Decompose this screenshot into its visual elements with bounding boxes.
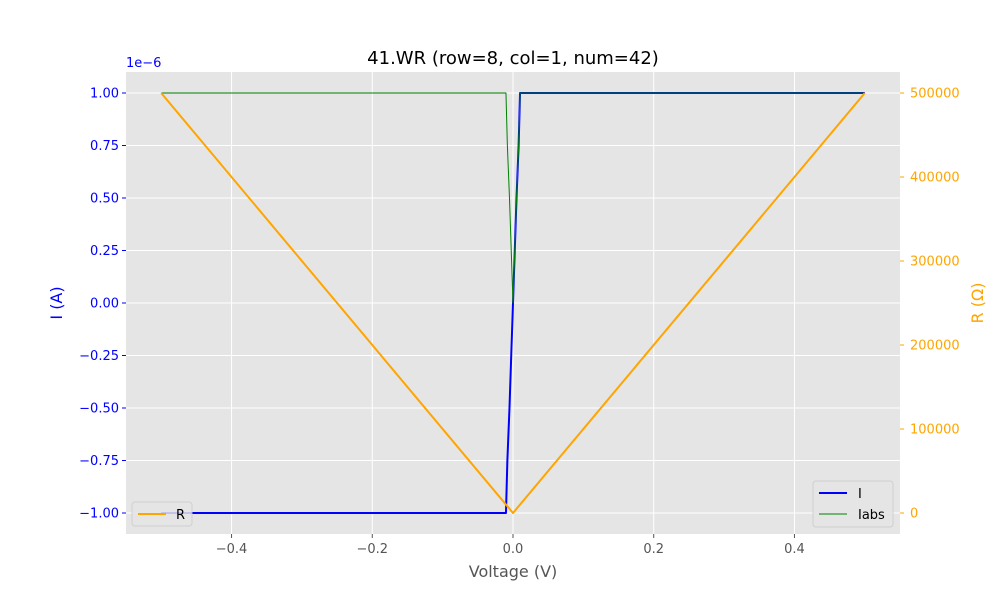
x-tick-label: 0.0 [503, 542, 524, 557]
left-tick-label: −1.00 [79, 507, 119, 522]
left-axis-label: I (A) [47, 286, 66, 319]
left-tick-label: 1.00 [90, 87, 119, 102]
legend-label-r: R [176, 508, 185, 523]
left-tick-label: −0.25 [79, 349, 119, 364]
x-tick-label: 0.4 [784, 542, 805, 557]
left-tick-label: 0.00 [90, 297, 119, 312]
x-tick-label: −0.4 [216, 542, 248, 557]
right-tick-label: 400000 [910, 171, 960, 186]
right-axis-label: R (Ω) [968, 283, 987, 324]
right-tick-label: 100000 [910, 423, 960, 438]
x-axis-ticks: −0.4 −0.2 0.0 0.2 0.4 [216, 534, 805, 557]
left-tick-label: −0.50 [79, 402, 119, 417]
right-tick-label: 0 [910, 507, 918, 522]
left-tick-label: 0.50 [90, 192, 119, 207]
series-line-r [160, 92, 866, 514]
right-tick-label: 500000 [910, 87, 960, 102]
chart-title: 41.WR (row=8, col=1, num=42) [367, 48, 659, 69]
data-series [160, 92, 866, 514]
left-tick-label: 0.25 [90, 244, 119, 259]
right-tick-label: 300000 [910, 255, 960, 270]
right-tick-label: 200000 [910, 339, 960, 354]
x-tick-label: −0.2 [356, 542, 388, 557]
legend-label-i: I [858, 487, 862, 502]
x-axis-label: Voltage (V) [469, 562, 558, 581]
right-axis-ticks: 0 100000 200000 300000 400000 500000 [900, 87, 960, 522]
legend-left: R [131, 501, 193, 527]
left-tick-label: 0.75 [90, 139, 119, 154]
left-axis-ticks: −1.00 −0.75 −0.50 −0.25 0.00 0.25 0.50 0.75 1.00 [79, 87, 126, 522]
legend-right: I Iabs [812, 480, 894, 528]
series-line-iabs [161, 92, 865, 304]
left-offset-text: 1e−6 [126, 56, 161, 71]
left-tick-label: −0.75 [79, 454, 119, 469]
x-tick-label: 0.2 [643, 542, 664, 557]
legend-label-iabs: Iabs [858, 508, 885, 523]
